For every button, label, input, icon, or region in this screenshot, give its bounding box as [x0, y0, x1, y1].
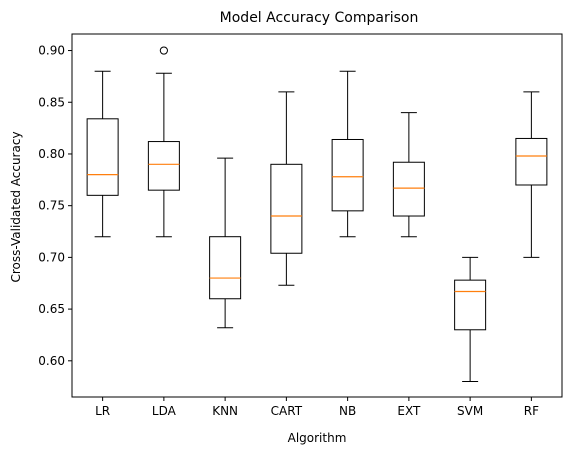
x-tick-label: RF	[524, 404, 539, 418]
x-tick-label: LR	[95, 404, 110, 418]
y-axis-label: Cross-Validated Accuracy	[9, 131, 23, 282]
box-svm	[454, 279, 487, 331]
x-tick-label: SVM	[457, 404, 483, 418]
y-tick-label: 0.90	[38, 44, 65, 58]
box-knn	[209, 236, 242, 300]
x-tick-label: NB	[339, 404, 356, 418]
box-ext	[392, 161, 425, 217]
box-lda	[147, 141, 180, 191]
x-tick-label: KNN	[212, 404, 238, 418]
outlier-point	[159, 46, 168, 55]
box-cart	[270, 163, 303, 254]
plot-frame	[71, 33, 563, 398]
y-tick-label: 0.60	[38, 354, 65, 368]
x-tick-label: CART	[271, 404, 303, 418]
y-tick-label: 0.85	[38, 95, 65, 109]
x-axis-label: Algorithm	[288, 431, 347, 445]
x-tick-label: EXT	[397, 404, 421, 418]
y-tick-label: 0.75	[38, 199, 65, 213]
box-lr	[86, 118, 119, 196]
y-tick-label: 0.65	[38, 302, 65, 316]
box-nb	[331, 138, 364, 212]
y-tick-label: 0.80	[38, 147, 65, 161]
y-tick-label: 0.70	[38, 250, 65, 264]
x-tick-label: LDA	[152, 404, 177, 418]
chart-title: Model Accuracy Comparison	[220, 10, 419, 26]
box-rf	[515, 137, 548, 186]
